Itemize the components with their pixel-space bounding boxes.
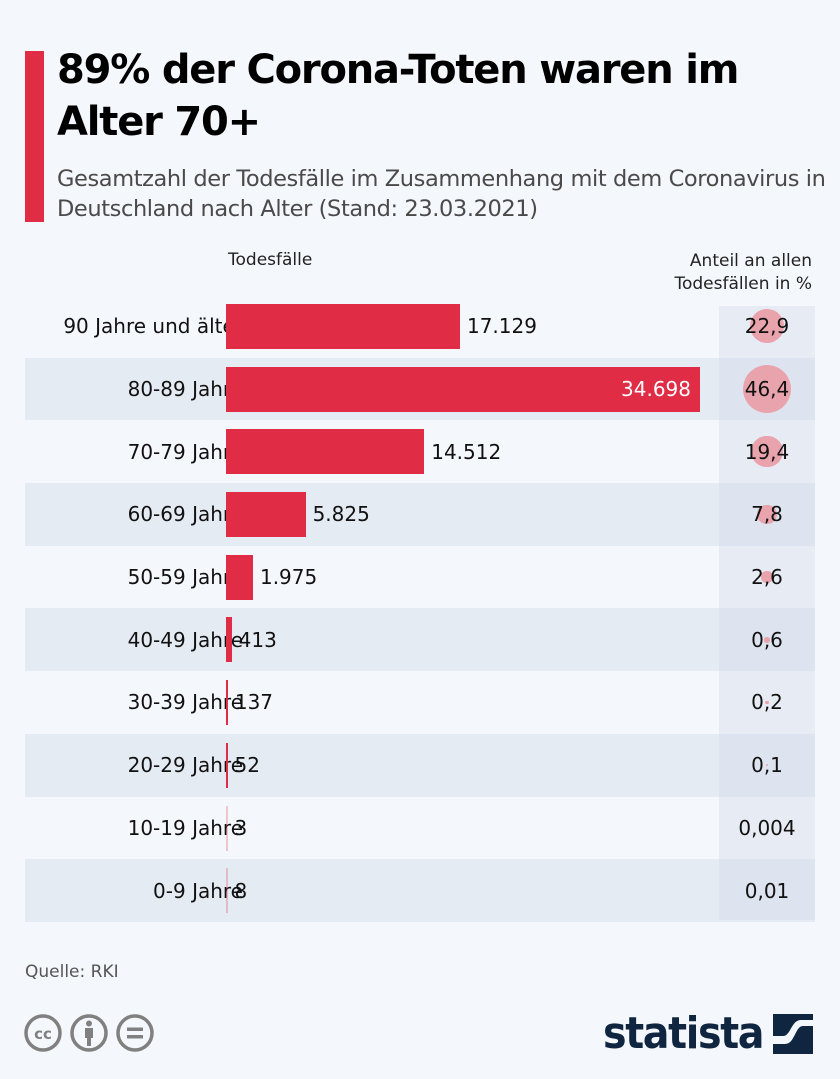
license-icons: cc bbox=[23, 1013, 155, 1053]
chart-row: 70-79 Jahre 14.512 19,4 bbox=[25, 420, 815, 483]
category-label: 80-89 Jahre bbox=[127, 377, 243, 402]
category-label: 30-39 Jahre bbox=[127, 690, 243, 715]
chart-row: 10-19 Jahre 3 0,004 bbox=[25, 797, 815, 860]
bar bbox=[226, 742, 228, 788]
share-circle bbox=[743, 365, 791, 414]
share-cell: 2,6 bbox=[719, 546, 815, 609]
bar bbox=[226, 680, 228, 726]
category-label: 10-19 Jahre bbox=[127, 815, 243, 840]
statista-wordmark: statista bbox=[603, 1008, 765, 1059]
column-header-deaths: Todesfälle bbox=[228, 250, 313, 270]
share-value-label: 0,1 bbox=[751, 753, 783, 778]
bar-value-label: 137 bbox=[234, 690, 274, 715]
chart-row: 60-69 Jahre 5.825 7,8 bbox=[25, 483, 815, 546]
share-cell: 0,2 bbox=[719, 671, 815, 734]
share-circle bbox=[757, 504, 777, 525]
chart-row: 0-9 Jahre 8 0,01 bbox=[25, 859, 815, 922]
share-cell: 0,1 bbox=[719, 734, 815, 797]
chart-row: 20-29 Jahre 52 0,1 bbox=[25, 733, 815, 797]
bar bbox=[226, 617, 232, 663]
no-derivatives-icon[interactable] bbox=[115, 1013, 155, 1053]
share-circle bbox=[765, 700, 769, 705]
chart-row: 80-89 Jahre 34.698 46,4 bbox=[25, 357, 815, 421]
bar bbox=[226, 805, 228, 851]
bar-value-label: 8 bbox=[234, 878, 248, 903]
chart-table: 90 Jahre und älter 17.129 22,9 80-89 Jahre 3… bbox=[25, 295, 815, 922]
column-header-share-text: Anteil an allen Todesfällen in % bbox=[674, 251, 812, 294]
share-cell: 7,8 bbox=[719, 483, 815, 546]
chart-title: 89% der Corona-Toten waren im Alter 70+ bbox=[57, 47, 739, 145]
share-cell: 19,4 bbox=[719, 420, 815, 483]
category-label: 40-49 Jahre bbox=[127, 627, 243, 652]
column-header-share: Anteil an allen Todesfällen in % bbox=[642, 250, 812, 296]
bar bbox=[226, 492, 306, 538]
share-value-label: 19,4 bbox=[744, 439, 790, 464]
share-value-label: 0,004 bbox=[738, 815, 796, 840]
share-circle bbox=[751, 436, 783, 468]
category-label: 0-9 Jahre bbox=[153, 878, 243, 903]
share-cell: 0,6 bbox=[719, 608, 815, 671]
share-circle bbox=[765, 764, 769, 767]
bar bbox=[226, 366, 700, 412]
share-value-label: 2,6 bbox=[751, 565, 783, 590]
bar-value-label: 17.129 bbox=[466, 314, 537, 339]
bar bbox=[226, 429, 425, 475]
bar-value-label: 14.512 bbox=[431, 439, 502, 464]
category-label: 50-59 Jahre bbox=[127, 565, 243, 590]
chart-row: 30-39 Jahre 137 0,2 bbox=[25, 671, 815, 734]
share-circle bbox=[750, 309, 784, 344]
category-label: 70-79 Jahre bbox=[127, 439, 243, 464]
share-cell: 0,004 bbox=[719, 797, 815, 860]
bar-value-label: 52 bbox=[234, 753, 260, 778]
chart-row: 50-59 Jahre 1.975 2,6 bbox=[25, 546, 815, 609]
bar bbox=[226, 554, 253, 600]
share-value-label: 0,6 bbox=[751, 627, 783, 652]
chart-subtitle: Gesamtzahl der Todesfälle im Zusammenhan… bbox=[57, 166, 826, 222]
cc-icon[interactable]: cc bbox=[23, 1013, 63, 1053]
bar-value-label: 34.698 bbox=[621, 377, 691, 402]
statista-logo-icon bbox=[772, 1014, 813, 1054]
share-value-label: 7,8 bbox=[751, 502, 783, 527]
share-circle bbox=[761, 571, 773, 583]
share-value-label: 22,9 bbox=[744, 314, 790, 339]
share-circle bbox=[764, 637, 770, 643]
share-cell: 22,9 bbox=[719, 295, 815, 358]
statista-logo[interactable]: statista bbox=[603, 1012, 813, 1056]
svg-text:cc: cc bbox=[34, 1025, 52, 1043]
category-label: 90 Jahre und älter bbox=[63, 314, 243, 339]
share-value-label: 0,2 bbox=[751, 690, 783, 715]
bar bbox=[226, 868, 228, 914]
share-value-label: 46,4 bbox=[744, 377, 790, 402]
title-accent-bar bbox=[25, 51, 44, 222]
source-note: Quelle: RKI bbox=[25, 962, 119, 982]
bar-value-label: 3 bbox=[234, 815, 248, 840]
chart-row: 40-49 Jahre 413 0,6 bbox=[25, 608, 815, 672]
bar-value-label: 413 bbox=[238, 627, 277, 652]
category-label: 20-29 Jahre bbox=[127, 753, 243, 778]
category-label: 60-69 Jahre bbox=[127, 502, 243, 527]
share-cell: 0,01 bbox=[719, 859, 815, 922]
share-cell: 46,4 bbox=[719, 358, 815, 421]
bar-value-label: 1.975 bbox=[259, 565, 318, 590]
bar-value-label: 5.825 bbox=[312, 502, 370, 527]
chart-row: 90 Jahre und älter 17.129 22,9 bbox=[25, 295, 815, 358]
share-value-label: 0,01 bbox=[744, 878, 790, 903]
bar bbox=[226, 304, 460, 349]
attribution-icon[interactable] bbox=[69, 1013, 109, 1053]
